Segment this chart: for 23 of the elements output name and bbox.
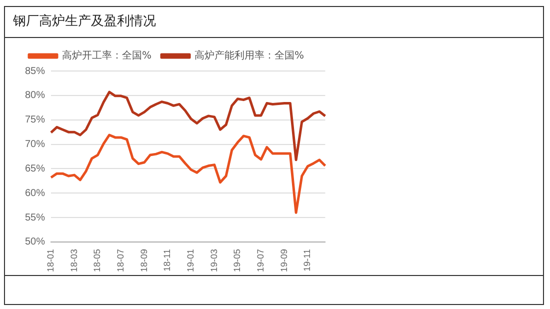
y-tick-label: 65% bbox=[25, 163, 46, 174]
y-tick-label: 75% bbox=[25, 114, 46, 126]
y-tick-label: 85% bbox=[25, 66, 46, 77]
y-tick-label: 70% bbox=[25, 139, 46, 150]
x-tick-label: 18-09 bbox=[138, 248, 149, 272]
x-tick-label: 19-09 bbox=[278, 248, 289, 272]
x-tick-label: 18-07 bbox=[116, 248, 126, 272]
chart-title: 钢厂高炉生产及盈利情况 bbox=[5, 7, 543, 38]
y-tick-label: 60% bbox=[25, 188, 46, 199]
y-tick-label: 50% bbox=[25, 236, 46, 248]
x-tick-label: 19-07 bbox=[256, 248, 266, 272]
y-tick-label: 80% bbox=[25, 90, 46, 102]
x-tick-label: 18-11 bbox=[162, 248, 172, 272]
legend-label: 高炉产能利用率：全国% bbox=[194, 50, 304, 62]
x-tick-label: 19-03 bbox=[208, 248, 219, 272]
y-tick-label: 55% bbox=[25, 212, 46, 224]
x-tick-label: 19-01 bbox=[186, 248, 196, 272]
x-tick-label: 18-03 bbox=[68, 248, 79, 272]
x-tick-label: 18-01 bbox=[46, 248, 56, 272]
x-tick-label: 18-05 bbox=[92, 248, 102, 272]
x-tick-label: 19-11 bbox=[302, 248, 312, 272]
legend-label: 高炉开工率：全国% bbox=[62, 50, 152, 62]
x-tick-label: 19-05 bbox=[232, 248, 242, 272]
